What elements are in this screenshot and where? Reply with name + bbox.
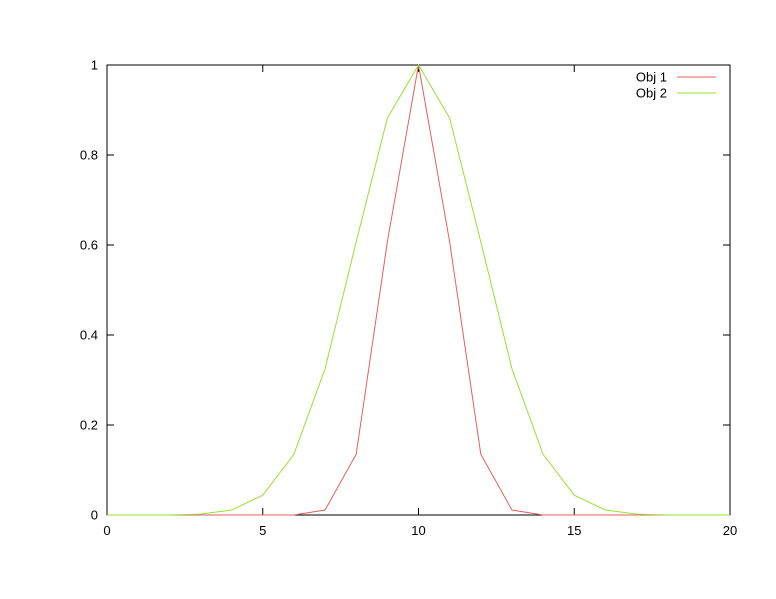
axis-ticks: [106, 64, 731, 516]
plot-frame: [106, 64, 731, 516]
y-tick-label: 1: [91, 58, 98, 73]
x-tick-label: 0: [103, 523, 110, 538]
y-tick-label: 0: [91, 508, 98, 523]
y-tick-label: 0.4: [80, 328, 98, 343]
y-tick-label: 0.2: [80, 418, 98, 433]
x-tick-label: 10: [411, 523, 425, 538]
y-tick-label: 0.6: [80, 238, 98, 253]
legend-label-obj-1: Obj 1: [636, 70, 667, 85]
axis-tick-labels: 0 5 10 15 20 0 0.2 0.4 0.6 0.8 1: [80, 58, 737, 539]
series-lines: [107, 64, 730, 516]
series-line-obj-2: [107, 64, 730, 516]
legend-label-obj-2: Obj 2: [636, 86, 667, 101]
x-tick-label: 15: [567, 523, 581, 538]
x-tick-label: 20: [723, 523, 737, 538]
series-line-obj-1: [107, 64, 730, 516]
y-tick-label: 0.8: [80, 148, 98, 163]
x-tick-label: 5: [259, 523, 266, 538]
